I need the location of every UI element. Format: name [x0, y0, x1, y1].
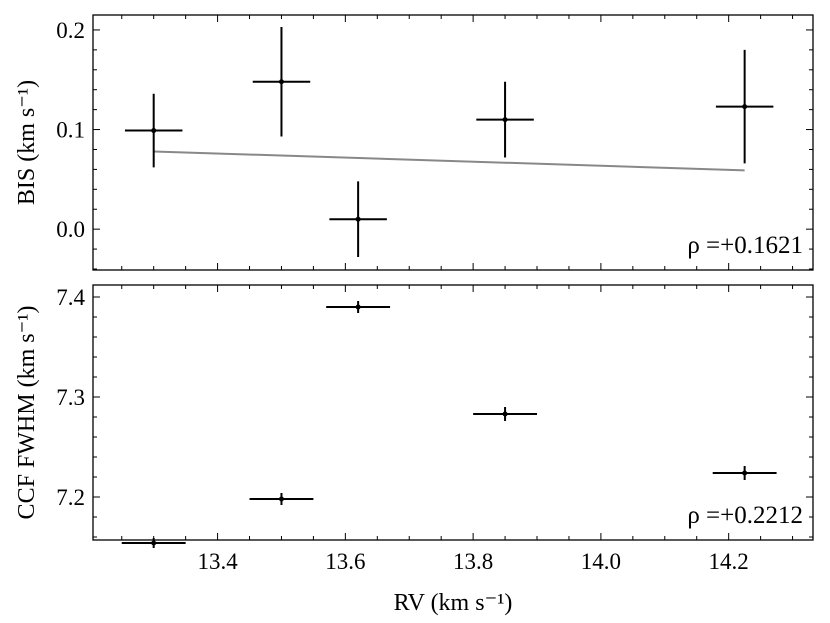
marker: [278, 79, 284, 85]
marker: [502, 117, 508, 123]
marker: [151, 540, 157, 546]
x-axis-label: RV (km s⁻¹): [394, 590, 513, 616]
marker: [278, 496, 284, 502]
x-tick-label: 14.2: [709, 549, 749, 574]
data-point: [124, 93, 183, 168]
correlation-annotation: ρ =+0.2212: [687, 502, 803, 529]
y-tick-label: 0.2: [56, 18, 85, 43]
y-tick-label: 0.1: [56, 118, 85, 143]
data-point: [121, 538, 186, 548]
marker: [502, 411, 508, 417]
data-point: [326, 301, 391, 313]
x-tick-label: 14.0: [581, 549, 621, 574]
marker: [742, 470, 748, 476]
panel-bottom: 7.2 7.3 7.4 13.4 13.6 13.8 14.0 14.2 RV (km s⁻¹)…: [14, 284, 814, 616]
y-tick-label: 7.2: [56, 485, 85, 510]
marker: [742, 104, 748, 110]
data-point: [712, 466, 777, 480]
fit-line: [153, 150, 745, 172]
y-tick-label: 0.0: [56, 217, 85, 242]
y-tick-label: 7.3: [56, 385, 85, 410]
panel-top: 0.0 0.1 0.2 BIS (km s⁻¹) ρ =+0.1621: [14, 14, 814, 271]
x-tick-label: 13.6: [325, 549, 365, 574]
data-point: [715, 49, 774, 164]
data-point: [476, 81, 534, 158]
data-point: [473, 407, 538, 421]
y-axis-label: CCF FWHM (km s⁻¹): [14, 306, 40, 520]
data-point: [252, 26, 311, 137]
axes-frame: [92, 284, 814, 541]
y-axis-label: BIS (km s⁻¹): [14, 80, 40, 205]
axes-frame: [92, 14, 814, 271]
marker: [355, 304, 361, 310]
data-point: [329, 181, 387, 258]
marker: [355, 216, 361, 222]
data-point: [249, 493, 314, 505]
x-tick-label: 13.8: [453, 549, 493, 574]
correlation-annotation: ρ =+0.1621: [687, 232, 803, 259]
x-tick-label: 13.4: [197, 549, 238, 574]
y-tick-label: 7.4: [56, 285, 85, 310]
marker: [151, 128, 157, 134]
